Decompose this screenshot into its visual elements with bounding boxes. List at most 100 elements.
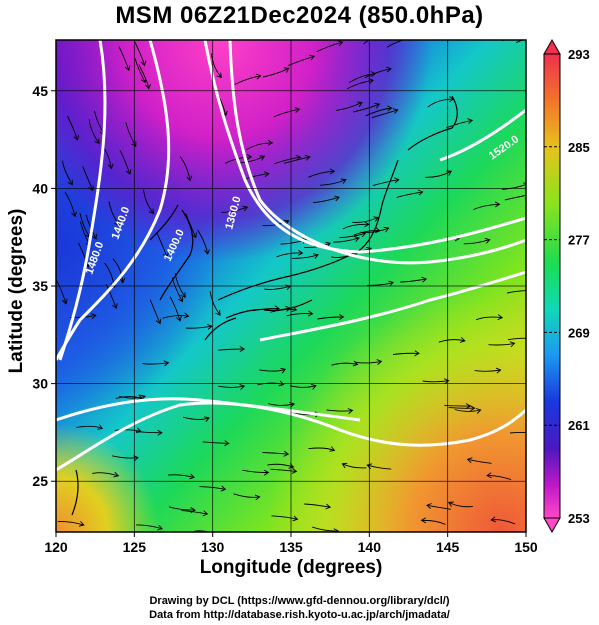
streamline-arrow [177,296,184,303]
streamline-arrow [494,201,501,208]
streamline [134,58,146,83]
streamline-arrow [78,521,85,527]
streamline-arrow [375,227,381,234]
streamline [502,183,526,190]
y-tick-label: 30 [32,376,48,392]
streamline [386,40,405,48]
streamline-arrow [329,168,336,175]
x-tick-label: 120 [44,539,68,555]
x-tick-label: 145 [436,539,460,555]
streamline-arrow [341,462,348,469]
streamline [56,279,67,304]
streamline [168,474,195,478]
streamline [426,504,451,510]
streamline-arrow [347,408,354,414]
height-contours [56,40,526,472]
colorbar-tick-label: 269 [568,325,590,340]
streamline [259,368,286,372]
streamline-arrow [97,424,104,430]
streamline-arrow [475,408,482,414]
streamline-arrow [176,315,182,322]
streamline-arrow [329,446,336,452]
streamline-arrow [421,276,428,283]
streamline [331,252,358,258]
streamline-arrow [124,65,131,72]
streamline-arrow [307,310,314,317]
streamline-arrow [295,154,302,161]
streamline-arrow [310,383,317,390]
streamline [118,395,146,399]
streamline-arrow [337,40,344,47]
streamline-arrow [334,195,340,202]
streamline-arrow [220,485,227,492]
streamline [134,41,146,66]
streamline-arrow [90,313,97,320]
streamline [67,115,78,141]
streamline [392,352,420,355]
streamline-arrow [523,182,526,188]
streamline [169,296,181,321]
streamline [57,520,84,526]
streamline-arrow [490,516,496,523]
colorbar-tick-label: 285 [568,140,590,155]
streamline-arrow [207,323,213,330]
streamline [218,385,245,388]
streamline [108,201,120,226]
credit-data: Data from http://database.rish.kyoto-u.a… [149,609,450,621]
streamline-arrow [385,32,390,37]
streamline-arrow [325,503,332,510]
colorbar: 293 285 277 269 261 253 [543,38,590,534]
streamline-arrow [189,473,196,480]
streamline-arrow [242,205,249,212]
streamline-arrow [373,216,380,222]
streamline-arrow [443,378,450,385]
streamline-arrow [467,118,474,125]
streamline-arrow [386,66,392,73]
streamline-arrow [459,337,466,343]
streamline [335,102,363,111]
streamline-arrow [135,427,142,434]
streamline [448,501,473,508]
streamline-arrow [469,405,476,412]
streamline-arrow [157,524,163,531]
x-tick-label: 140 [358,539,382,555]
streamline [515,40,524,43]
streamline [197,229,209,255]
streamline [115,396,142,400]
streamline [233,493,260,498]
streamline-arrow [264,171,270,178]
streamline [473,203,500,210]
streamline-arrow [292,515,299,522]
streamline-arrow [368,78,375,84]
streamline [156,233,168,258]
streamline [234,75,261,85]
streamline-arrow [190,507,196,514]
x-tick-label: 150 [514,539,538,555]
streamline [467,458,492,464]
streamline-arrow [283,219,290,226]
streamline-arrow [114,220,120,227]
streamline-arrow [145,83,152,90]
streamline-arrow [530,336,534,341]
streamline [319,179,347,186]
streamline [262,67,290,78]
streamline [342,223,369,230]
streamline-arrow [94,138,100,145]
streamline [454,409,481,412]
streamline-arrow [91,233,97,240]
streamline [317,316,344,320]
streamline [210,53,222,78]
streamline [308,170,335,178]
streamline-arrow [224,440,230,447]
streamline-arrow [309,54,316,61]
streamline [365,107,392,117]
streamline [349,73,376,83]
streamline-arrow [370,71,377,78]
streamline [77,242,89,267]
streamline [268,403,295,406]
streamline-arrow [376,359,383,365]
streamline [238,155,265,164]
streamline-arrow [356,101,363,107]
streamline [262,452,289,455]
